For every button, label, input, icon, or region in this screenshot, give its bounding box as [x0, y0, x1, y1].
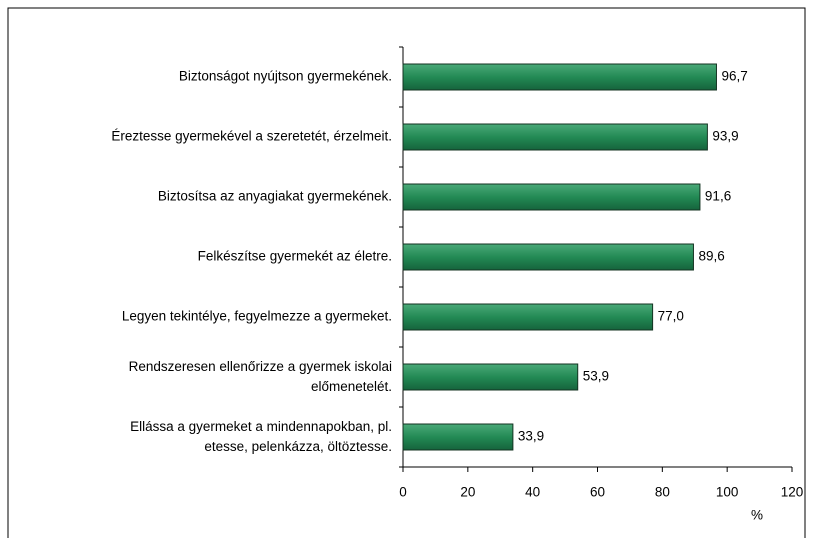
chart-border — [7, 7, 806, 538]
category-label: Éreztesse gyermekével a szeretetét, érze… — [111, 129, 392, 144]
bar — [402, 123, 708, 151]
x-tick-label: 60 — [590, 485, 605, 500]
category-label: Legyen tekintélye, fegyelmezze a gyermek… — [122, 309, 392, 324]
value-label: 33,9 — [518, 429, 544, 444]
category-label: Ellássa a gyermeket a mindennapokban, pl… — [130, 419, 392, 454]
x-axis-label: % — [751, 508, 763, 523]
value-label: 93,9 — [712, 129, 738, 144]
bar — [402, 303, 654, 331]
x-tick-label: 0 — [399, 485, 407, 500]
bar — [402, 63, 717, 91]
category-label: Rendszeresen ellenőrizze a gyermek iskol… — [129, 359, 392, 394]
bar — [402, 183, 701, 211]
bar — [402, 243, 694, 271]
x-tick-label: 80 — [655, 485, 670, 500]
x-tick-label: 40 — [525, 485, 540, 500]
bar — [402, 423, 514, 451]
bar — [402, 363, 579, 391]
category-label: Felkészítse gyermekét az életre. — [198, 249, 392, 264]
category-label: Biztonságot nyújtson gyermekének. — [179, 69, 392, 84]
value-label: 53,9 — [583, 369, 609, 384]
x-tick-label: 120 — [781, 485, 804, 500]
category-label: Biztosítsa az anyagiakat gyermekének. — [158, 189, 392, 204]
x-tick-label: 20 — [460, 485, 475, 500]
x-tick-label: 100 — [716, 485, 739, 500]
value-label: 96,7 — [721, 69, 747, 84]
value-label: 77,0 — [658, 309, 684, 324]
value-label: 89,6 — [698, 249, 724, 264]
value-label: 91,6 — [705, 189, 731, 204]
